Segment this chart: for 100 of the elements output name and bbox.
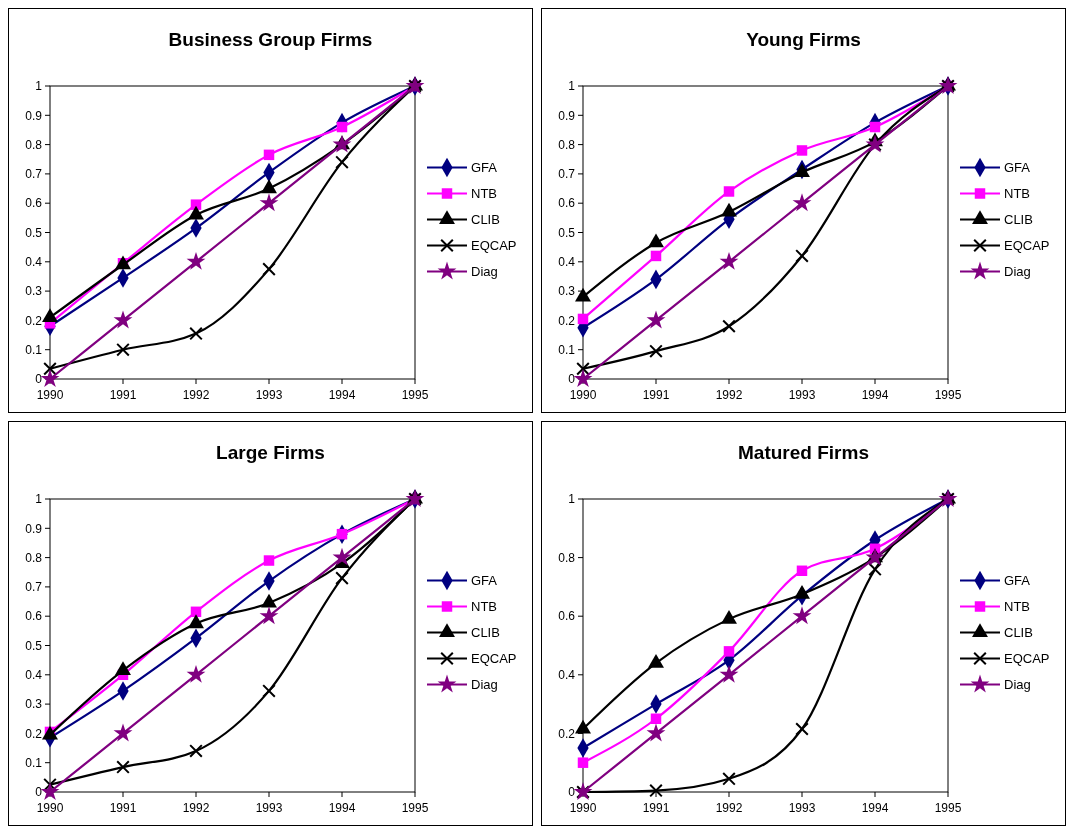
legend-label: GFA	[1004, 573, 1031, 589]
point	[263, 149, 275, 161]
point	[188, 614, 204, 629]
y-tick-label: 0.7	[25, 167, 43, 182]
legend-label: CLIB	[1004, 212, 1033, 228]
point	[336, 528, 348, 540]
x-tick-label: 1991	[642, 801, 670, 815]
y-tick-label: 0.4	[25, 255, 43, 269]
legend-label: NTB	[1004, 599, 1030, 615]
legend-label: GFA	[471, 573, 498, 589]
y-tick-label: 0.2	[25, 726, 43, 741]
y-tick-label: 1	[35, 492, 43, 507]
point	[186, 251, 206, 270]
legend-label: EQCAP	[1004, 238, 1050, 254]
y-tick-label: 0.8	[25, 550, 43, 565]
point	[262, 262, 276, 276]
x-tick-label: 1994	[328, 388, 356, 402]
point	[650, 713, 662, 724]
point	[794, 585, 810, 599]
y-tick-label: 0.9	[558, 108, 576, 123]
y-tick-label: 0.1	[25, 755, 43, 770]
legend-label: CLIB	[471, 212, 500, 228]
chart-title: Matured Firms	[738, 442, 869, 463]
y-tick-label: 0.4	[558, 255, 576, 269]
legend-label: Diag	[471, 264, 498, 280]
legend-label: EQCAP	[471, 238, 517, 254]
point	[792, 606, 812, 625]
x-tick-label: 1990	[569, 801, 597, 815]
point	[722, 772, 736, 786]
x-tick-label: 1995	[934, 388, 962, 402]
y-tick-label: 0.6	[558, 196, 576, 211]
legend-label: NTB	[1004, 186, 1030, 202]
y-tick-label: 0.3	[558, 284, 576, 299]
point	[794, 163, 810, 178]
x-tick-label: 1991	[109, 388, 137, 402]
x-tick-label: 1995	[401, 388, 429, 402]
x-tick-label: 1992	[182, 801, 210, 815]
x-tick-label: 1992	[715, 801, 743, 815]
point	[795, 249, 809, 263]
y-tick-label: 0.5	[25, 638, 43, 653]
point	[335, 571, 349, 585]
point	[719, 251, 739, 270]
x-tick-label: 1993	[255, 801, 283, 815]
x-tick-label: 1993	[788, 388, 816, 402]
point	[189, 744, 203, 758]
y-tick-label: 0.8	[558, 137, 576, 152]
point	[648, 233, 664, 248]
point	[188, 205, 204, 220]
y-tick-label: 0.4	[558, 668, 576, 682]
point	[335, 155, 349, 169]
point	[649, 344, 663, 358]
point	[796, 565, 808, 577]
point	[43, 361, 57, 376]
x-tick-label: 1995	[401, 801, 429, 815]
y-tick-label: 0.5	[25, 225, 43, 240]
legend-label: GFA	[471, 160, 498, 176]
legend-label: EQCAP	[1004, 651, 1050, 667]
y-tick-label: 0.9	[25, 521, 43, 536]
point	[650, 250, 662, 262]
point	[573, 369, 593, 388]
y-tick-label: 0.2	[558, 726, 576, 741]
x-tick-label: 1990	[36, 801, 64, 815]
y-tick-label: 0	[35, 785, 43, 800]
x-tick-label: 1995	[934, 801, 962, 815]
y-tick-label: 1	[568, 79, 576, 94]
y-tick-label: 0.1	[558, 342, 576, 357]
point	[189, 326, 203, 341]
point	[259, 193, 279, 212]
x-tick-label: 1994	[328, 801, 356, 815]
point	[259, 606, 279, 625]
legend-label: NTB	[471, 186, 497, 202]
point	[336, 121, 348, 133]
point	[868, 562, 882, 577]
point	[723, 186, 735, 197]
y-tick-label: 0.2	[25, 313, 43, 328]
x-tick-label: 1990	[36, 388, 64, 402]
y-tick-label: 0.6	[558, 609, 576, 624]
point	[263, 555, 275, 566]
y-tick-label: 0.9	[25, 108, 43, 123]
x-tick-label: 1990	[569, 388, 597, 402]
point	[869, 121, 881, 133]
y-tick-label: 0.7	[558, 167, 576, 182]
point	[116, 342, 130, 357]
point	[577, 757, 589, 768]
point	[796, 145, 808, 156]
y-tick-label: 1	[35, 79, 43, 94]
legend-label: NTB	[471, 599, 497, 615]
point	[577, 313, 589, 325]
legend-label: GFA	[1004, 160, 1031, 176]
point	[646, 310, 666, 329]
y-tick-label: 0.5	[558, 225, 576, 240]
chart-title: Young Firms	[746, 29, 861, 50]
point	[262, 684, 276, 698]
y-tick-label: 0.3	[25, 284, 43, 299]
x-tick-label: 1991	[642, 388, 670, 402]
y-tick-label: 0.3	[25, 697, 43, 712]
y-tick-label: 0.1	[25, 342, 43, 357]
y-tick-label: 0.7	[25, 580, 43, 595]
legend-label: CLIB	[1004, 625, 1033, 641]
y-tick-label: 0.6	[25, 196, 43, 211]
